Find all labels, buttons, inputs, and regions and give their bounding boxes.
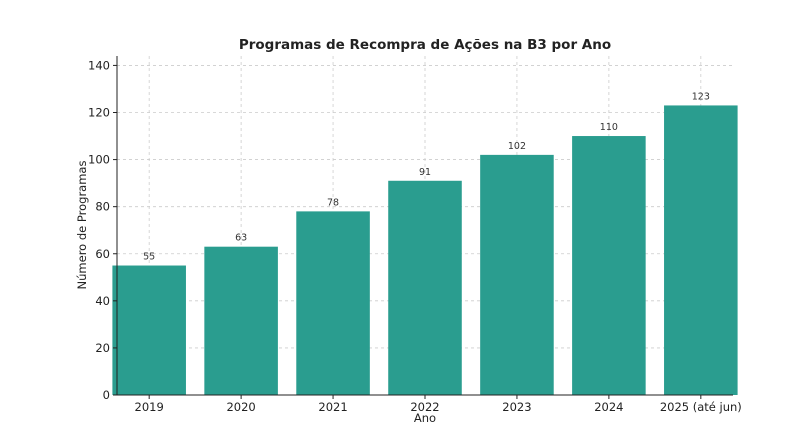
x-tick-label: 2023 bbox=[502, 400, 531, 414]
bar bbox=[572, 136, 646, 395]
x-tick-label: 2024 bbox=[594, 400, 623, 414]
chart-title: Programas de Recompra de Ações na B3 por… bbox=[239, 37, 611, 53]
y-axis-label: Número de Programas bbox=[75, 161, 89, 290]
y-tick-label: 60 bbox=[95, 247, 110, 261]
bar bbox=[296, 211, 370, 395]
x-tick-label: 2019 bbox=[135, 400, 164, 414]
bar-value-label: 78 bbox=[327, 197, 339, 208]
bar bbox=[112, 265, 186, 395]
x-tick-label: 2025 (até jun) bbox=[660, 400, 742, 414]
x-ticks: 2019 2020 2021 2022 2023 2024 2025 (até jun) bbox=[135, 395, 742, 414]
bar-value-label: 91 bbox=[419, 167, 431, 178]
y-tick-label: 20 bbox=[95, 341, 110, 355]
x-tick-label: 2020 bbox=[226, 400, 255, 414]
bar bbox=[204, 246, 278, 395]
x-tick-label: 2022 bbox=[410, 400, 439, 414]
x-axis-label: Ano bbox=[414, 411, 436, 424]
y-tick-label: 0 bbox=[103, 388, 110, 402]
y-ticks: 0 20 40 60 80 100 120 140 bbox=[88, 58, 117, 402]
y-tick-label: 120 bbox=[88, 106, 110, 120]
y-tick-label: 100 bbox=[88, 153, 110, 167]
bar-value-label: 123 bbox=[692, 91, 710, 102]
y-tick-label: 140 bbox=[88, 58, 110, 72]
bar bbox=[388, 180, 462, 395]
bar-value-label: 102 bbox=[508, 141, 526, 152]
bar-value-label: 55 bbox=[143, 252, 155, 263]
y-tick-label: 40 bbox=[95, 294, 110, 308]
bar-value-label: 110 bbox=[600, 122, 618, 133]
bar bbox=[480, 154, 554, 395]
data-labels: 55 63 78 91 102 110 123 bbox=[143, 91, 710, 262]
bar-value-label: 63 bbox=[235, 233, 247, 244]
bars bbox=[112, 105, 738, 395]
bar bbox=[664, 105, 738, 395]
x-tick-label: 2021 bbox=[318, 400, 347, 414]
y-tick-label: 80 bbox=[95, 200, 110, 214]
